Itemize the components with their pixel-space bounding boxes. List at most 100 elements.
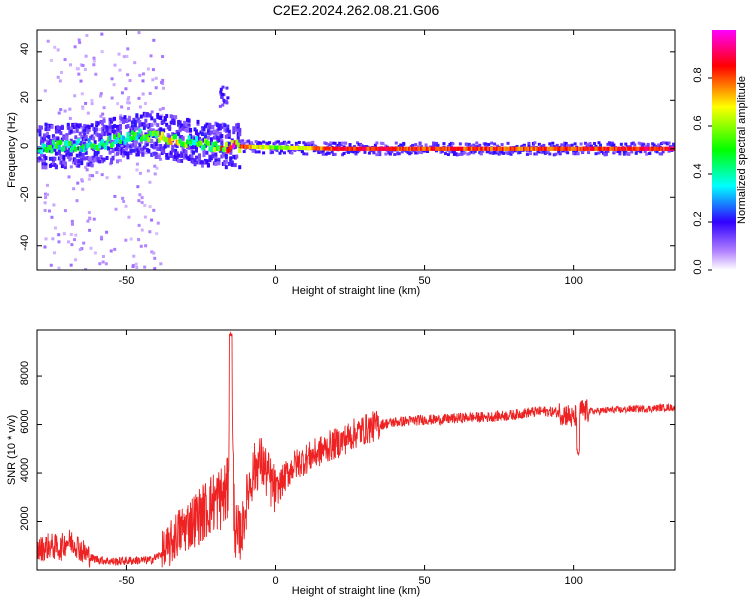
spectrogram-cell [278,142,282,146]
spectrogram-noise-cell [70,243,74,247]
spectrogram-cell [311,140,315,144]
spectrogram-noise-cell [118,151,122,155]
spectrogram-cell [533,141,537,145]
spectrogram-cell [241,139,245,143]
spectrogram-cell [51,134,55,139]
spectrogram-cell [300,150,304,154]
spectrogram-noise-cell [143,215,147,219]
spectrogram-cell [397,152,401,156]
spectrogram-cell [41,139,45,144]
spectrogram-ridge-cell [174,134,178,140]
spectrogram-cell [214,157,218,162]
spectrogram-noise-cell [113,247,117,251]
spectrogram-ridge-cell [133,131,137,137]
spectrogram-cell [117,142,121,147]
spectrogram-noise-cell [225,101,229,105]
spectrogram-cell [133,141,137,146]
spectrogram-cell [618,152,622,156]
spectrogram-noise-cell [67,175,71,179]
spectrogram-cell [98,159,102,164]
spectrogram-cell [184,149,188,154]
spectrogram-cell [187,123,191,128]
spectrogram-cell [195,148,199,153]
snr-y-tick-label: 2000 [19,506,31,530]
spectrogram-ridge-cell [238,147,242,153]
spectrogram-noise-cell [75,199,79,203]
spectrogram-cell [99,133,103,138]
spectrogram-cell [74,125,78,130]
spectrogram-cell [193,162,197,167]
spectrogram-cell [318,149,322,153]
spectrogram-y-tick-label: 40 [19,43,31,55]
spectrogram-cell [342,151,346,155]
spectrogram-cell [116,151,120,156]
spectrogram-noise-cell [84,268,88,270]
spectrogram-noise-cell [59,70,63,74]
spectrogram-cell [426,150,430,154]
spectrogram-cell [558,152,562,156]
spectrogram-cell [53,156,57,161]
spectrogram-cell [148,127,152,132]
spectrogram-cell [496,149,500,153]
spectrogram-noise-cell [77,38,81,42]
spectrogram-cell [56,137,60,142]
spectrogram-ridge-cell [65,140,69,146]
spectrogram-cell [174,115,178,120]
spectrogram-noise-cell [153,122,157,126]
spectrogram-cell [174,154,178,159]
spectrogram-ridge-cell [121,135,125,141]
spectrogram-cell [156,112,160,117]
spectrogram-cell [69,129,73,134]
spectrogram-ridge-cell [159,135,163,141]
spectrogram-noise-cell [143,101,147,105]
spectrogram-cell [525,149,529,153]
spectrogram-cell [151,128,155,133]
spectrogram-noise-cell [63,109,67,113]
spectrogram-cell [597,151,601,155]
spectrogram-cell [78,123,82,128]
spectrogram-cell [80,161,84,166]
spectrogram-noise-cell [44,196,48,200]
spectrogram-y-tick-label: -20 [19,186,31,202]
colorbar-tick-label: 0.2 [692,211,704,226]
spectrogram-cell [321,149,325,153]
spectrogram-noise-cell [69,263,73,267]
spectrogram-noise-cell [116,102,120,106]
spectrogram-ridge-cell [193,140,197,146]
spectrogram-cell [108,128,112,133]
spectrogram-cell [469,144,473,148]
spectrogram-cell [400,150,404,154]
spectrogram-y-tick-label: 0 [19,143,31,149]
spectrogram-noise-cell [124,238,128,242]
spectrogram-cell [44,127,48,132]
spectrogram-cell [417,145,421,149]
spectrogram-cell [305,152,309,156]
spectrogram-noise-cell [43,89,47,93]
spectrogram-cell [279,149,283,153]
spectrogram-noise-cell [53,45,57,49]
spectrogram-cell [208,125,212,130]
spectrogram-cell [72,140,76,145]
spectrogram-noise-cell [156,221,160,225]
spectrogram-x-tick-label: 100 [564,275,582,287]
spectrogram-cell [197,156,201,161]
spectrogram-noise-cell [156,143,160,147]
spectrogram-cell [47,134,51,139]
spectrogram-noise-cell [63,58,67,62]
spectrogram-cell [211,154,215,159]
spectrogram-cell [639,150,643,154]
spectrogram-cell [442,142,446,146]
spectrogram-noise-cell [44,237,48,241]
spectrogram-noise-cell [87,177,91,181]
spectrogram-noise-cell [143,203,147,207]
spectrogram-cell [177,132,181,137]
spectrogram-cell [205,122,209,127]
spectrogram-cell [39,153,43,158]
spectrogram-cell [123,115,127,120]
spectrogram-noise-cell [153,267,157,270]
spectrogram-noise-cell [152,208,156,212]
spectrogram-cell [180,151,184,156]
spectrogram-noise-cell [157,153,161,157]
spectrogram-ridge-cell [156,130,160,136]
